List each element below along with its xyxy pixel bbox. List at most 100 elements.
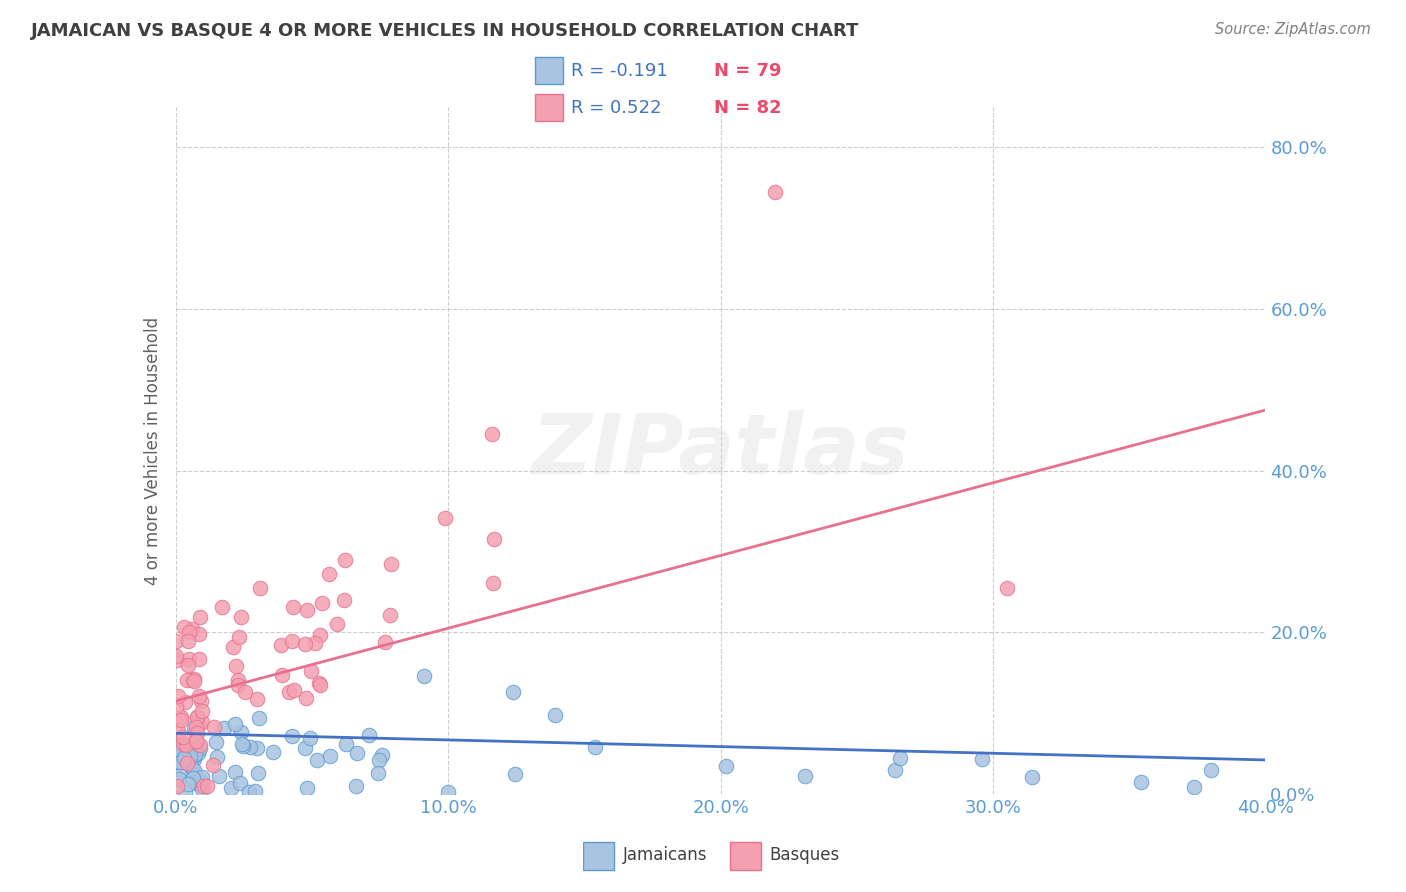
Point xyxy=(226,673,249,688)
Point xyxy=(186,710,208,724)
Point xyxy=(373,634,395,648)
Point xyxy=(181,623,204,637)
Point xyxy=(1130,775,1153,789)
Text: R = -0.191: R = -0.191 xyxy=(571,62,668,79)
Point xyxy=(186,734,208,748)
Point xyxy=(177,743,200,757)
Point xyxy=(173,749,195,764)
Point xyxy=(184,747,207,761)
Bar xyxy=(583,842,614,870)
Point xyxy=(246,741,269,756)
Point xyxy=(188,652,211,666)
Point xyxy=(191,781,214,796)
Point xyxy=(224,717,246,731)
Point xyxy=(173,785,195,799)
Point xyxy=(166,779,188,793)
Point xyxy=(309,628,332,642)
Point xyxy=(883,763,905,777)
Text: JAMAICAN VS BASQUE 4 OR MORE VEHICLES IN HOUSEHOLD CORRELATION CHART: JAMAICAN VS BASQUE 4 OR MORE VEHICLES IN… xyxy=(31,22,859,40)
Point xyxy=(224,765,246,780)
Point xyxy=(214,722,236,736)
Point xyxy=(181,771,204,785)
Point xyxy=(225,658,247,673)
Point xyxy=(970,752,993,766)
Point xyxy=(270,668,292,682)
Y-axis label: 4 or more Vehicles in Household: 4 or more Vehicles in Household xyxy=(143,317,162,584)
Point xyxy=(191,770,214,784)
Point xyxy=(166,689,188,703)
Point xyxy=(246,765,269,780)
Point xyxy=(262,745,284,759)
Text: R = 0.522: R = 0.522 xyxy=(571,99,662,117)
Point xyxy=(239,739,262,754)
Point xyxy=(183,749,205,764)
Point xyxy=(177,652,200,666)
Point xyxy=(170,713,193,727)
Point xyxy=(183,763,205,777)
Point xyxy=(325,617,347,632)
Point xyxy=(583,739,606,754)
Point xyxy=(219,780,242,795)
Point xyxy=(333,553,356,567)
Text: N = 79: N = 79 xyxy=(714,62,782,79)
Point xyxy=(180,673,202,687)
Point xyxy=(299,731,322,745)
Point xyxy=(226,678,249,692)
Point xyxy=(1021,770,1043,784)
Point xyxy=(184,776,207,790)
Point xyxy=(367,765,389,780)
Point xyxy=(166,652,188,666)
Point xyxy=(346,747,368,761)
Point xyxy=(229,776,252,790)
Point xyxy=(191,704,214,718)
Point xyxy=(308,678,330,692)
Point xyxy=(544,707,567,722)
Text: Jamaicans: Jamaicans xyxy=(623,846,707,863)
Point xyxy=(202,758,225,772)
Point xyxy=(165,756,187,770)
Point xyxy=(307,753,329,767)
Point xyxy=(270,638,292,652)
Point xyxy=(335,737,357,751)
Point xyxy=(412,669,434,683)
Point xyxy=(295,780,318,795)
Point xyxy=(183,672,205,686)
Point xyxy=(166,745,188,759)
Point xyxy=(294,741,316,756)
Point xyxy=(186,769,208,783)
Point xyxy=(176,673,198,687)
Point xyxy=(311,596,333,610)
Point xyxy=(222,640,245,655)
Text: Source: ZipAtlas.com: Source: ZipAtlas.com xyxy=(1215,22,1371,37)
Point xyxy=(181,761,204,775)
Point xyxy=(481,427,503,442)
Point xyxy=(191,779,214,793)
Point xyxy=(190,715,212,730)
Point xyxy=(1199,763,1222,777)
Point xyxy=(763,185,786,199)
Point xyxy=(294,637,316,651)
Point xyxy=(183,752,205,766)
Point xyxy=(238,785,260,799)
Point xyxy=(299,664,322,678)
Point xyxy=(232,739,254,754)
Point xyxy=(173,620,195,634)
Point xyxy=(378,607,401,622)
Point xyxy=(167,737,190,751)
Point xyxy=(173,748,195,763)
Point xyxy=(177,633,200,648)
Bar xyxy=(536,57,562,85)
Point xyxy=(380,557,402,571)
Point xyxy=(1182,780,1205,794)
Point xyxy=(179,625,201,640)
Point xyxy=(191,774,214,789)
Point xyxy=(319,749,342,764)
Point xyxy=(177,658,200,673)
Point xyxy=(283,600,305,615)
Point xyxy=(187,627,209,641)
Point xyxy=(295,603,318,617)
Point xyxy=(714,759,737,773)
Point xyxy=(231,724,253,739)
Text: N = 82: N = 82 xyxy=(714,99,782,117)
Point xyxy=(174,695,197,709)
